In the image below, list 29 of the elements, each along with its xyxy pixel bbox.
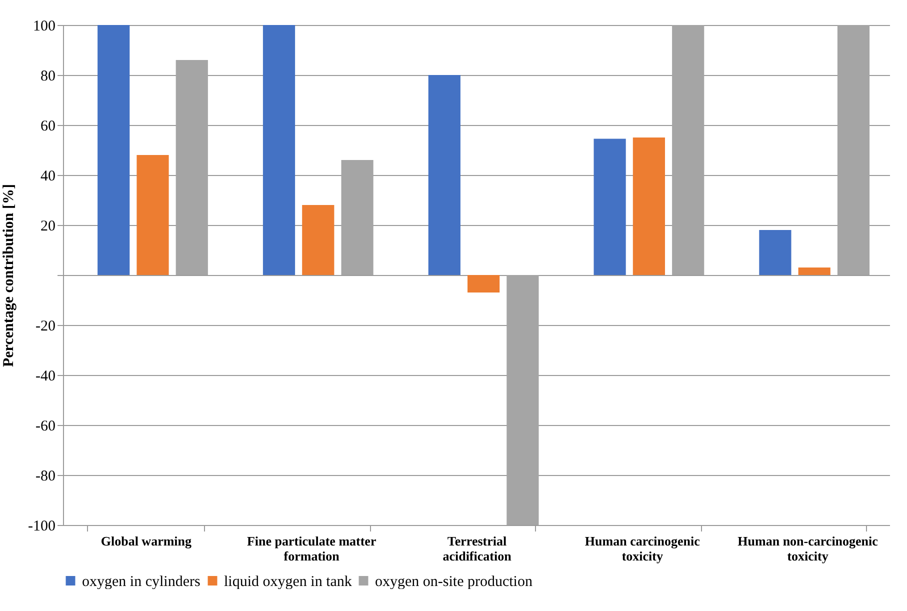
y-axis-title: Percentage contribution [%] [1, 184, 18, 368]
y-tick-label: 100 [33, 18, 56, 34]
y-tick-label: 80 [40, 68, 56, 84]
bar [302, 205, 334, 275]
y-tick-label: -20 [36, 318, 56, 334]
x-tick-label: Human non-carcinogenic toxicity [738, 534, 878, 564]
bar [798, 268, 830, 275]
y-tick-label: -100 [28, 518, 56, 534]
x-tick-label: Terrestrial acidification [442, 534, 512, 564]
y-tick-label: 40 [40, 168, 56, 184]
y-tick-label: -60 [36, 418, 56, 434]
bar [467, 275, 500, 292]
bar [428, 75, 460, 275]
legend-label: liquid oxygen in tank [224, 574, 352, 590]
y-tick-label: -80 [36, 468, 56, 484]
x-tick-label: Global warming [100, 534, 192, 548]
bar [136, 155, 169, 275]
y-tick-label: 20 [40, 218, 56, 234]
legend-label: oxygen in cylinders [82, 574, 200, 590]
bar [632, 138, 665, 275]
y-tick-label: -40 [36, 368, 56, 384]
legend-label: oxygen on-site production [375, 574, 533, 590]
bar [594, 138, 626, 275]
bar [262, 25, 296, 275]
bar [98, 25, 130, 275]
y-tick-label: 60 [40, 118, 56, 134]
bar [759, 230, 792, 275]
x-tick-label: Fine particulate matter formation [246, 534, 376, 564]
x-tick-label: Human carcinogenic toxicity [584, 534, 700, 564]
